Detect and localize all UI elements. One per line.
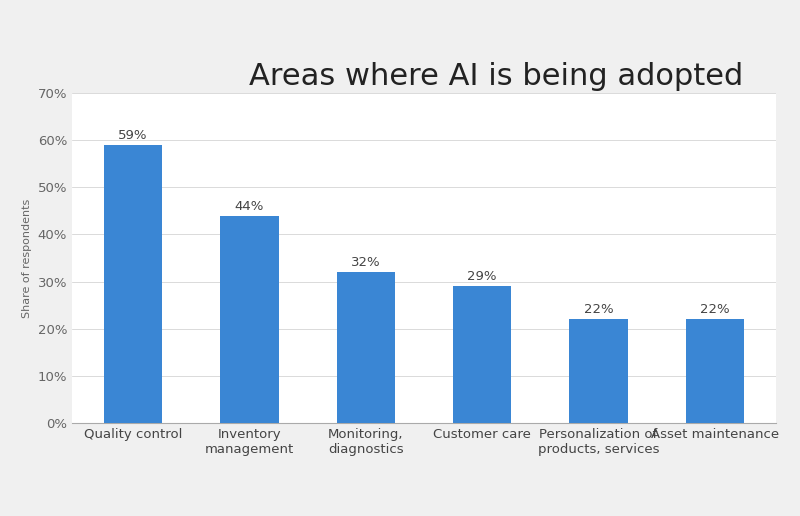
Text: 22%: 22% (700, 303, 730, 316)
Y-axis label: Share of respondents: Share of respondents (22, 198, 32, 318)
Bar (337, 272, 395, 423)
Text: 59%: 59% (118, 129, 148, 142)
Text: 29%: 29% (467, 270, 497, 283)
Text: 32%: 32% (351, 256, 381, 269)
Bar (220, 216, 278, 423)
Bar (686, 319, 744, 423)
Bar (104, 145, 162, 423)
Text: Areas where AI is being adopted: Areas where AI is being adopted (249, 62, 743, 91)
Bar (453, 286, 511, 423)
Text: 44%: 44% (234, 200, 264, 213)
Bar (570, 319, 628, 423)
Text: 22%: 22% (584, 303, 614, 316)
